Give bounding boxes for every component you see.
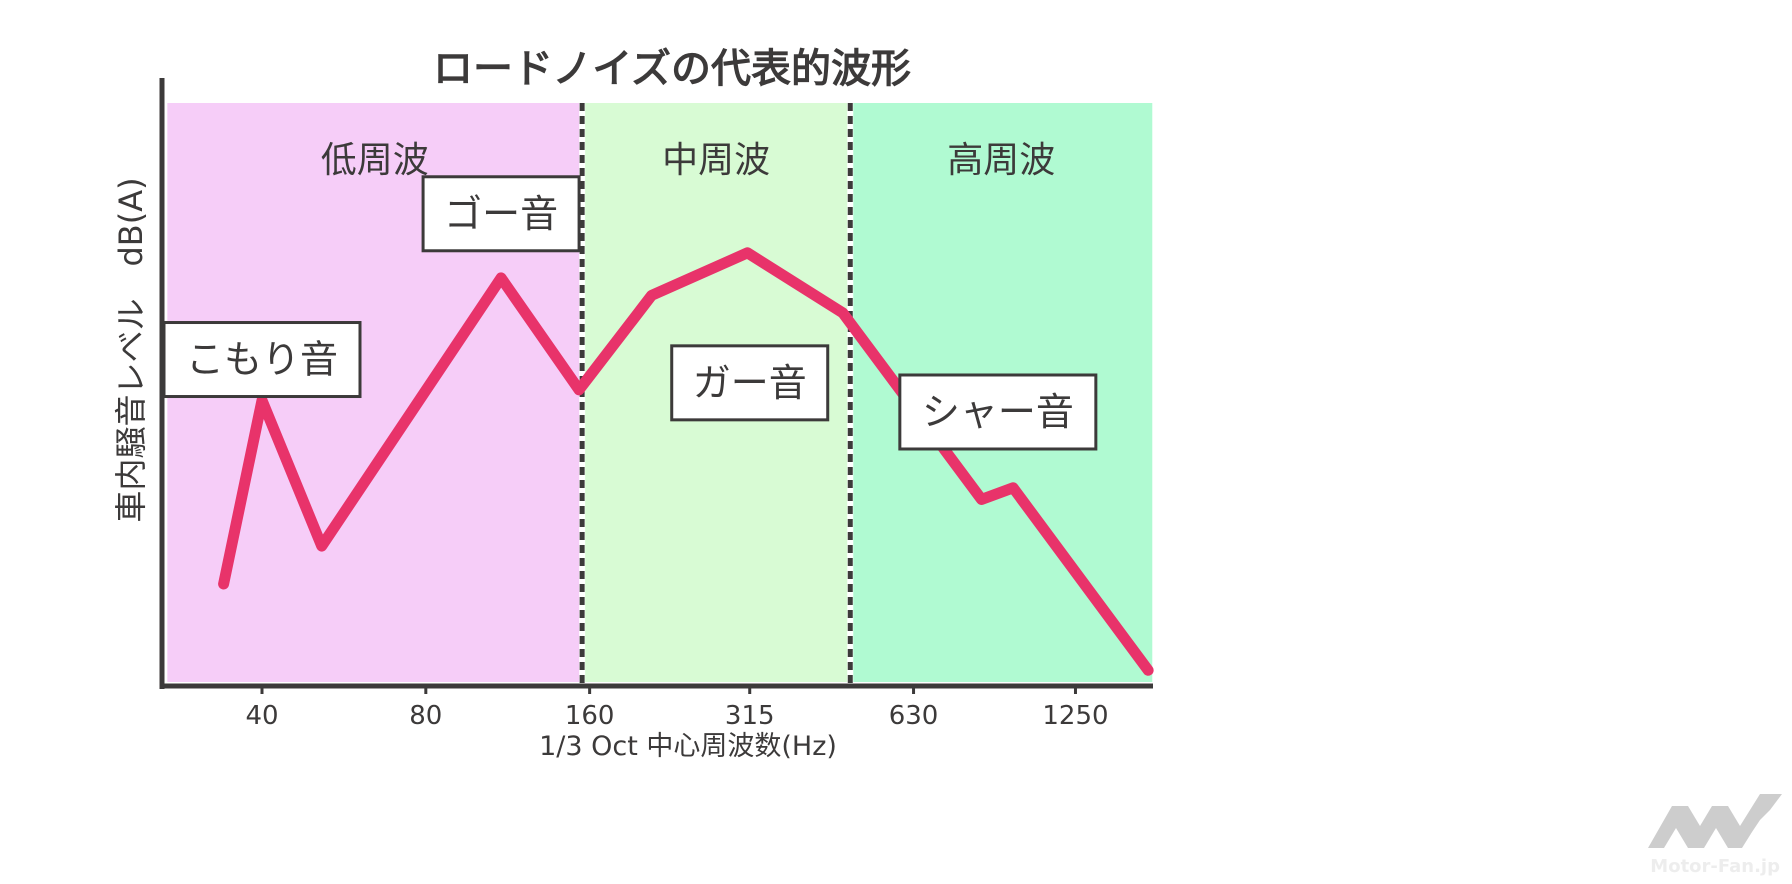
data-point xyxy=(577,387,582,392)
data-point xyxy=(221,581,226,586)
x-tick-label: 40 xyxy=(245,701,278,731)
x-tick-label: 1250 xyxy=(1042,701,1108,731)
x-tick-label: 160 xyxy=(565,701,615,731)
region-label: 中周波 xyxy=(662,140,770,181)
x-axis-label: 1/3 Oct 中心周波数(Hz) xyxy=(539,731,837,762)
x-tick-label: 630 xyxy=(889,701,939,731)
chart-title: ロードノイズの代表的波形 xyxy=(433,46,911,92)
data-point xyxy=(499,275,504,280)
annotation-box: ゴー音 xyxy=(421,175,581,253)
x-tick-label: 80 xyxy=(409,701,442,731)
region-label: 高周波 xyxy=(947,140,1055,181)
annotation-box: こもり音 xyxy=(162,321,362,399)
annotation-box: ガー音 xyxy=(670,344,830,422)
annotation-text: ゴー音 xyxy=(444,192,558,236)
region-label: 低周波 xyxy=(321,140,429,181)
y-axis-label: 車内騒音レベル dB(A) xyxy=(112,177,150,522)
motor-fan-logo: Motor-Fan.jp xyxy=(1648,794,1782,877)
data-point xyxy=(1011,485,1016,490)
data-point xyxy=(840,310,845,315)
annotation-box: シャー音 xyxy=(898,373,1098,451)
data-point xyxy=(979,497,984,502)
data-point xyxy=(259,398,264,403)
data-point xyxy=(319,544,324,549)
annotation-text: こもり音 xyxy=(186,338,338,382)
annotation-text: ガー音 xyxy=(693,361,807,405)
annotation-text: シャー音 xyxy=(922,390,1074,434)
data-point xyxy=(745,250,750,255)
watermark-text: Motor-Fan.jp xyxy=(1650,856,1780,877)
data-point xyxy=(649,293,654,298)
x-tick-label: 315 xyxy=(725,701,775,731)
data-point xyxy=(1146,668,1151,673)
